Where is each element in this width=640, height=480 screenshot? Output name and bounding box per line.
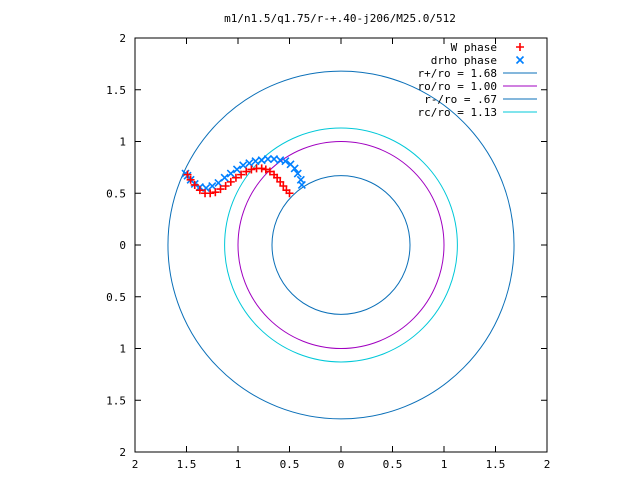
w-phase-point [265, 167, 274, 176]
reference-circle [167, 70, 515, 420]
reference-circles [167, 70, 515, 420]
w-phase-point [237, 170, 246, 179]
drho-phase-point [226, 169, 235, 178]
w-phase-point [201, 189, 210, 198]
drho-phase-point [251, 157, 260, 166]
legend-label: rc/ro = 1.13 [418, 106, 497, 119]
x-tick-label: 0 [338, 458, 345, 471]
legend-label: r-/ro = .67 [424, 93, 497, 106]
x-tick-label: 0.5 [383, 458, 403, 471]
chart-title: m1/n1.5/q1.75/r-+.40-j206/M25.0/512 [224, 12, 456, 25]
legend-label: drho phase [431, 54, 497, 67]
w-phase-point [226, 177, 235, 186]
w-phase-point [186, 175, 195, 184]
drho-phase-point [296, 175, 305, 184]
legend-label: ro/ro = 1.00 [418, 80, 497, 93]
x-tick-label: 1.5 [486, 458, 506, 471]
w-phase-point [183, 170, 192, 179]
drho-phase-point [232, 165, 242, 174]
y-tick-label: 1 [119, 343, 126, 356]
reference-circle [271, 175, 411, 315]
legend-swatch [516, 43, 524, 51]
legend-swatch [515, 55, 525, 65]
w-phase-point [190, 180, 199, 189]
x-tick-label: 2 [544, 458, 551, 471]
drho-phase-point [269, 155, 279, 164]
w-phase-point [270, 170, 279, 179]
legend-label: r+/ro = 1.68 [418, 67, 497, 80]
w-phase-point [252, 164, 261, 173]
y-tick-label: 1 [119, 136, 126, 149]
reference-circle [237, 141, 445, 349]
drho-phase-point [276, 156, 285, 165]
w-phase-point [242, 167, 251, 176]
w-phase-point [231, 173, 240, 182]
w-phase-point [216, 185, 225, 194]
drho-phase-point [293, 169, 302, 178]
reference-circle [224, 127, 458, 363]
w-phase-point [279, 182, 288, 191]
y-tick-label: 2 [119, 446, 126, 459]
x-tick-label: 0.5 [280, 458, 300, 471]
x-tick-label: 2 [132, 458, 139, 471]
y-tick-label: 1.5 [106, 84, 126, 97]
axis-ticks: 2 1.5 1 0.5 0 0.5 1 1.5 221.510.500.511.52 [106, 32, 550, 471]
y-tick-label: 0 [119, 239, 126, 252]
w-phase-point [211, 188, 220, 197]
w-phase-point [282, 186, 291, 195]
y-tick-label: 0.5 [106, 187, 126, 200]
w-phase-point [261, 165, 270, 174]
x-tick-label: 1 [235, 458, 242, 471]
y-tick-label: 2 [119, 32, 126, 45]
y-tick-label: 0.5 [106, 291, 126, 304]
w-phase-point [276, 177, 285, 186]
drho-phase-point [286, 160, 295, 169]
y-tick-label: 1.5 [106, 394, 126, 407]
w-phase-point [221, 182, 230, 191]
drho-phase-point [257, 156, 266, 165]
x-tick-label: 1 [441, 458, 448, 471]
w-phase-point [247, 165, 256, 174]
legend-label: W phase [451, 41, 497, 54]
w-phase-point [195, 186, 204, 195]
data-points [181, 155, 306, 198]
drho-phase-point [263, 155, 272, 164]
x-tick-label: 1.5 [177, 458, 197, 471]
